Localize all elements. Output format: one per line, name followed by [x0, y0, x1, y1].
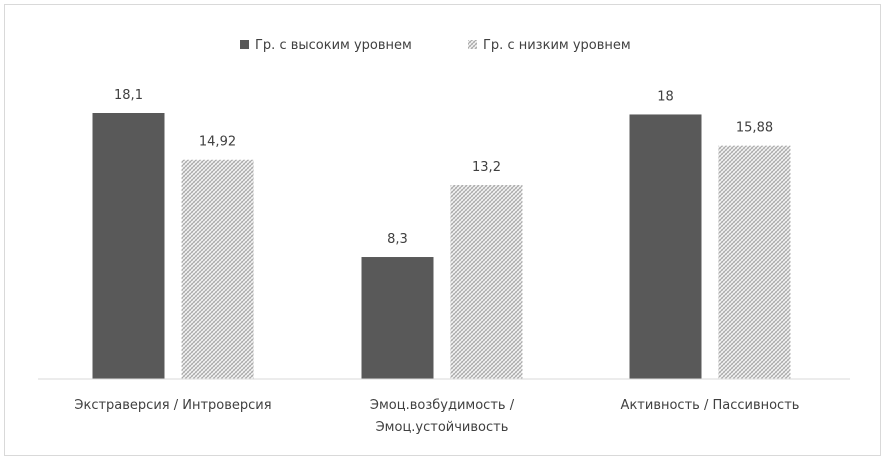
category-label-1-line-1: Экстраверсия / Интроверсия [74, 398, 271, 413]
data-label-s2-c2: 13,2 [472, 160, 501, 175]
data-label-s1-c3: 18 [657, 89, 674, 104]
bars: 18,1 8,3 18 14,92 13,2 15,88 [92, 88, 791, 380]
category-label-3-line-1: Активность / Пассивность [621, 398, 800, 413]
category-label-2-line-2: Эмоц.устойчивость [376, 420, 509, 435]
bar-s2-c2 [450, 185, 523, 379]
data-label-s2-c1: 14,92 [199, 135, 236, 150]
bar-s2-c3 [718, 145, 791, 379]
bar-s1-c3 [629, 114, 702, 380]
data-label-s1-c2: 8,3 [387, 232, 408, 247]
legend-label-2: Гр. с низким уровнем [483, 38, 631, 53]
data-label-s2-c3: 15,88 [736, 121, 773, 136]
legend-swatch-1 [240, 40, 249, 49]
bar-s1-c1 [92, 113, 165, 379]
category-labels: Экстраверсия / Интроверсия Эмоц.возбудимо… [74, 398, 799, 435]
bar-s2-c1 [181, 159, 254, 379]
legend: Гр. с высоким уровнем Гр. с низким уровне… [240, 38, 631, 53]
legend-swatch-2 [468, 40, 477, 49]
data-label-s1-c1: 18,1 [114, 88, 143, 103]
bar-s1-c2 [361, 257, 434, 379]
category-label-2-line-1: Эмоц.возбудимость / [370, 398, 515, 413]
legend-label-1: Гр. с высоким уровнем [255, 38, 412, 53]
